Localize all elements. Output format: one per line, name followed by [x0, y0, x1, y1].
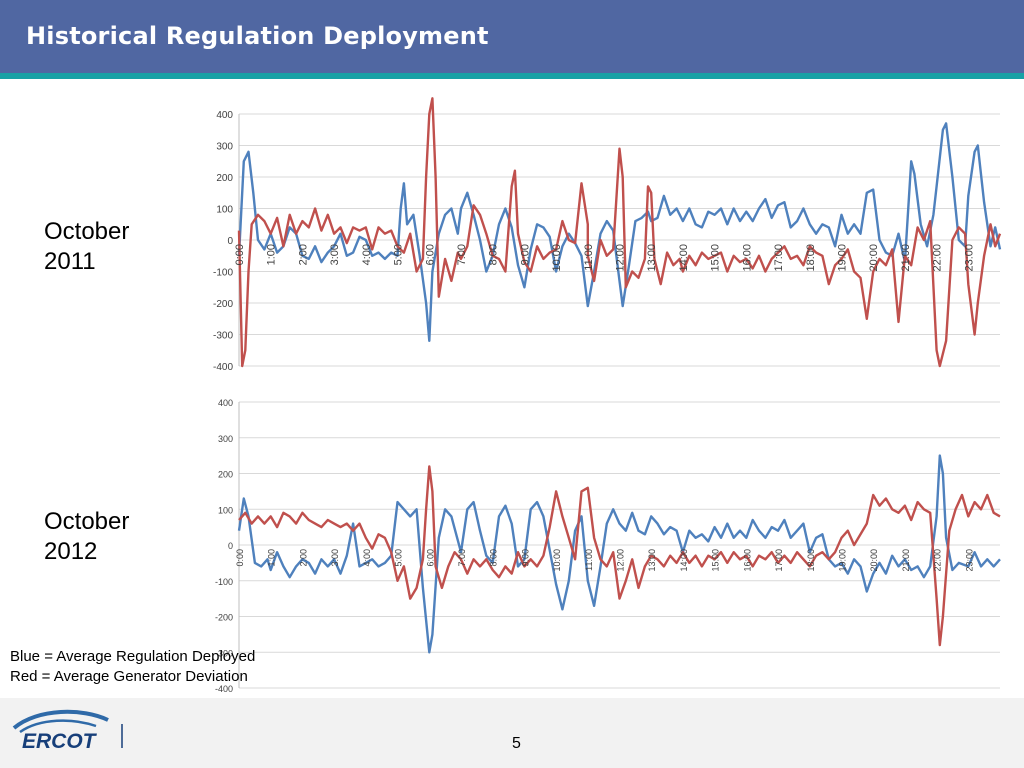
chart-label-2011: October 2011	[44, 217, 129, 277]
x-tick-label: 15:00	[711, 549, 721, 572]
y-tick-label: -100	[215, 577, 233, 587]
chart-october-2011: 400 300 200 100 0 -100 -200 -300 -400 0:00 1:00 2:0…	[213, 97, 1002, 373]
series-line-red	[238, 465, 1001, 647]
x-tick-label: 23:00	[963, 244, 975, 272]
x-tick-label: 22:00	[932, 244, 944, 272]
x-tick-label: 19:00	[837, 549, 847, 572]
series-line-red	[237, 97, 1002, 368]
header-bar	[0, 0, 1024, 73]
x-tick-label: 16:00	[742, 549, 752, 572]
x-tick-label: 13:00	[646, 244, 658, 272]
logo-text: ERCOT	[22, 730, 98, 753]
x-tick-label: 5:00	[394, 549, 404, 567]
x-tick-label: 17:00	[774, 549, 784, 572]
chart-label-month: October	[44, 508, 130, 535]
x-tick-label: 4:00	[361, 244, 373, 265]
y-tick-label: -300	[215, 648, 233, 658]
x-tick-label: 1:00	[267, 549, 277, 567]
x-tick-label: 19:00	[836, 244, 848, 272]
y-tick-label: 200	[216, 173, 233, 184]
x-tick-label: 3:00	[329, 244, 341, 265]
page-number: 5	[512, 735, 521, 752]
y-tick-label: 400	[216, 110, 233, 121]
y-tick-label: 100	[218, 505, 233, 515]
x-tick-label: 23:00	[964, 549, 974, 572]
x-tick-label: 3:00	[330, 549, 340, 567]
y-tick-label: -400	[215, 684, 233, 694]
gridlines	[239, 401, 1000, 689]
chart-label-year: 2011	[44, 248, 96, 275]
x-tick-label: 4:00	[362, 549, 372, 567]
y-tick-label: 0	[227, 236, 233, 247]
x-tick-label: 8:00	[489, 549, 499, 567]
y-tick-label: -300	[213, 331, 233, 342]
y-tick-label: 200	[218, 470, 233, 480]
x-tick-label: 18:00	[806, 549, 816, 572]
x-tick-label: 2:00	[297, 244, 309, 265]
ercot-logo: ERCOT	[12, 709, 123, 753]
chart-label-month: October	[44, 218, 130, 245]
legend-note: Blue = Average Regulation Deployed Red =…	[10, 647, 255, 687]
series-line-blue	[237, 454, 1001, 654]
x-tick-label: 9:00	[519, 244, 531, 265]
chart-label-2012: October 2012	[44, 507, 129, 567]
y-tick-label: 300	[216, 142, 233, 153]
x-tick-label: 7:00	[457, 549, 467, 567]
x-tick-label: 21:00	[900, 244, 912, 272]
y-tick-label: -400	[213, 362, 233, 373]
x-tick-label: 10:00	[552, 549, 562, 572]
x-tick-label: 0:00	[234, 244, 246, 265]
x-tick-label: 16:00	[741, 244, 753, 272]
footer-bar	[0, 698, 1024, 768]
chart-october-2012: 400 300 200 100 0 -100 -200 -300 -400 0:00 1:00 2:0…	[215, 398, 1001, 694]
x-tick-label: 22:00	[933, 549, 943, 572]
x-tick-label: 6:00	[424, 244, 436, 265]
legend-blue-text: Blue = Average Regulation Deployed	[10, 648, 256, 665]
x-tick-label: 1:00	[266, 244, 278, 265]
x-tick-label: 7:00	[456, 244, 468, 265]
chart-label-year: 2012	[44, 538, 98, 565]
x-tick-label: 11:00	[584, 549, 594, 571]
x-tick-label: 2:00	[298, 549, 308, 567]
page-title: Historical Regulation Deployment	[26, 22, 489, 50]
x-tick-label: 13:00	[647, 549, 657, 572]
y-tick-label: 300	[218, 434, 233, 444]
x-tick-label: 18:00	[805, 244, 817, 272]
x-tick-label: 11:00	[583, 244, 595, 271]
header-accent-rule	[0, 73, 1024, 79]
legend-red-text: Red = Average Generator Deviation	[10, 668, 248, 685]
x-tick-label: 12:00	[616, 549, 626, 572]
x-tick-label: 0:00	[235, 549, 245, 567]
y-tick-label: -200	[213, 299, 233, 310]
series-line-blue	[237, 122, 1002, 342]
y-tick-label: 0	[228, 541, 233, 551]
x-tick-label: 20:00	[869, 549, 879, 572]
x-tick-label: 20:00	[868, 244, 880, 272]
x-tick-label: 5:00	[393, 244, 405, 265]
y-tick-label: 100	[216, 205, 233, 216]
x-tick-label: 17:00	[773, 244, 785, 272]
x-tick-label: 15:00	[710, 244, 722, 272]
x-tick-label: 14:00	[678, 244, 690, 272]
x-tick-label: 21:00	[901, 549, 911, 572]
x-tick-label: 12:00	[615, 244, 627, 272]
x-tick-label: 14:00	[679, 549, 689, 572]
x-tick-label: 6:00	[425, 549, 435, 567]
x-tick-label: 9:00	[520, 549, 530, 567]
x-tick-label: 10:00	[551, 244, 563, 272]
y-tick-label: 400	[218, 398, 233, 408]
gridlines	[239, 113, 1000, 367]
y-tick-label: -200	[215, 613, 233, 623]
y-tick-label: -100	[213, 268, 233, 279]
x-tick-label: 8:00	[488, 244, 500, 265]
